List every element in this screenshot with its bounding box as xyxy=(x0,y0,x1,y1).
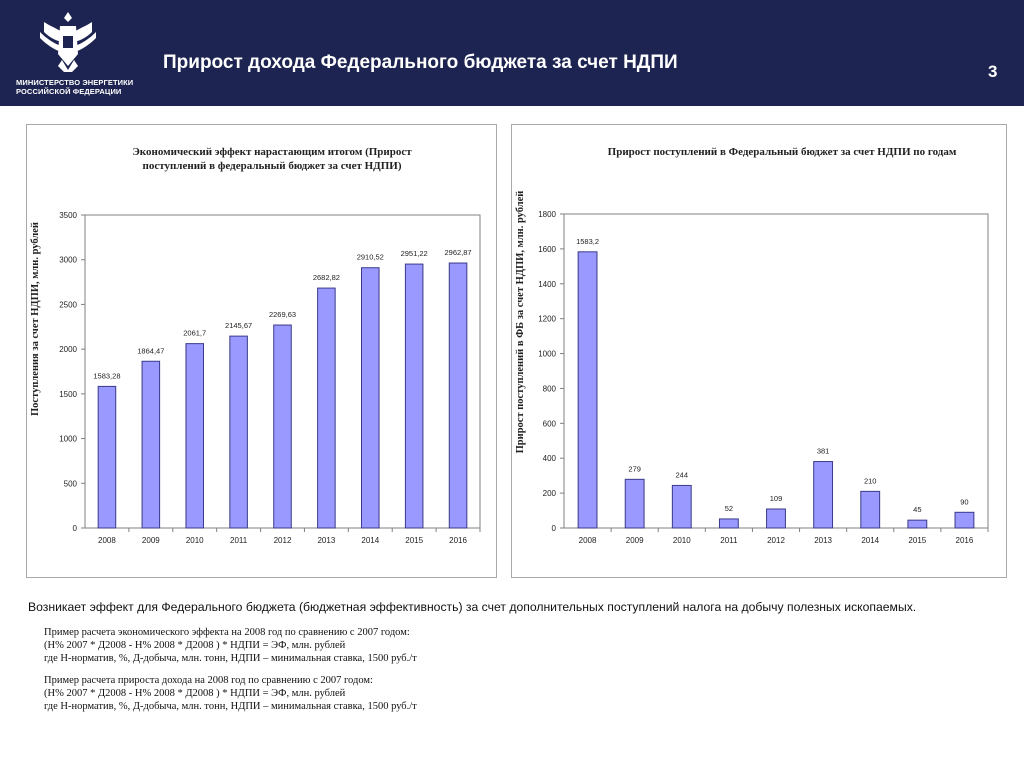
page-number: 3 xyxy=(988,62,998,81)
chart-panel-cumulative: Экономический эффект нарастающим итогом … xyxy=(26,124,497,578)
data-label: 2962,87 xyxy=(444,248,471,257)
bar xyxy=(273,324,292,529)
coat-of-arms-icon xyxy=(40,12,96,72)
y-tick-label: 3000 xyxy=(59,256,77,265)
x-tick-label: 2014 xyxy=(361,536,379,545)
bar xyxy=(860,490,881,529)
ministry-name: МИНИСТЕРСТВО ЭНЕРГЕТИКИ РОССИЙСКОЙ ФЕДЕР… xyxy=(16,78,134,96)
data-label: 1583,2 xyxy=(576,237,599,246)
bar xyxy=(97,385,117,529)
y-tick-label: 1600 xyxy=(538,245,556,254)
x-tick-label: 2014 xyxy=(861,536,879,545)
x-tick-label: 2012 xyxy=(274,536,292,545)
data-label: 279 xyxy=(628,464,641,473)
y-tick-label: 2500 xyxy=(59,300,77,309)
y-tick-label: 1000 xyxy=(538,350,556,359)
bar xyxy=(577,251,598,529)
chart-annual: 0 200 400 600 800 1000 1200 1400 1600 1800 1583,2 2… xyxy=(538,210,989,545)
chart-title: Экономический эффект нарастающим итогом … xyxy=(132,146,412,172)
bar xyxy=(671,484,692,529)
bar xyxy=(907,519,928,529)
y-tick-label: 400 xyxy=(543,454,557,463)
y-tick-label: 2000 xyxy=(59,345,77,354)
data-label: 381 xyxy=(817,447,830,456)
bar xyxy=(317,287,336,529)
formula-expression: (Н% 2007 * Д2008 - Н% 2008 * Д2008 ) * Н… xyxy=(44,688,346,699)
formula-legend: где Н-норматив, %, Д-добыча, млн. тонн, … xyxy=(44,653,417,664)
bar xyxy=(718,518,739,529)
bar xyxy=(766,508,786,529)
page-title: Прирост дохода Федерального бюджета за с… xyxy=(163,52,678,73)
data-label: 2145,67 xyxy=(225,321,252,330)
y-tick-label: 500 xyxy=(64,479,78,488)
x-tick-label: 2010 xyxy=(673,536,691,545)
formula-block-income: Пример расчета прироста дохода на 2008 г… xyxy=(44,674,417,713)
y-tick-label: 1800 xyxy=(538,210,556,219)
formula-block-effect: Пример расчета экономического эффекта на… xyxy=(44,626,417,665)
data-label: 2682,82 xyxy=(313,273,340,282)
x-tick-label: 2008 xyxy=(98,536,116,545)
data-label: 90 xyxy=(960,497,968,506)
data-label: 1583,28 xyxy=(93,371,120,380)
data-label: 244 xyxy=(676,470,689,479)
x-tick-label: 2012 xyxy=(767,536,785,545)
bar xyxy=(229,335,248,529)
bar xyxy=(448,262,468,529)
x-tick-label: 2016 xyxy=(956,536,974,545)
x-tick-label: 2008 xyxy=(579,536,597,545)
y-tick-label: 800 xyxy=(543,384,557,393)
data-label: 109 xyxy=(770,494,783,503)
y-tick-label: 1200 xyxy=(538,315,556,324)
bar xyxy=(404,263,424,529)
x-tick-label: 2009 xyxy=(142,536,160,545)
x-tick-label: 2010 xyxy=(186,536,204,545)
y-tick-label: 200 xyxy=(543,489,557,498)
x-tick-label: 2011 xyxy=(230,536,248,545)
y-tick-label: 600 xyxy=(543,419,557,428)
x-tick-label: 2013 xyxy=(317,536,335,545)
x-tick-label: 2015 xyxy=(405,536,423,545)
y-tick-label: 1400 xyxy=(538,280,556,289)
data-label: 210 xyxy=(864,476,877,485)
chart-title: Прирост поступлений в Федеральный бюджет… xyxy=(607,146,957,158)
chart-cumulative: 0 500 1000 1500 2000 2500 3000 3500 1583,28 2008 1… xyxy=(59,211,481,545)
y-tick-label: 3500 xyxy=(59,211,77,220)
data-label: 2061,7 xyxy=(183,329,206,338)
x-tick-label: 2013 xyxy=(814,536,832,545)
header-bar: МИНИСТЕРСТВО ЭНЕРГЕТИКИ РОССИЙСКОЙ ФЕДЕР… xyxy=(0,0,1024,106)
bar xyxy=(361,267,380,529)
y-tick-label: 0 xyxy=(73,524,78,533)
bar xyxy=(813,461,834,529)
formula-intro: Пример расчета прироста дохода на 2008 г… xyxy=(44,675,373,686)
y-tick-label: 1000 xyxy=(59,435,77,444)
data-label: 45 xyxy=(913,505,921,514)
data-label: 2269,63 xyxy=(269,310,296,319)
data-label: 2951,22 xyxy=(401,249,428,258)
bar xyxy=(954,511,975,529)
bar xyxy=(141,360,161,529)
formula-legend: где Н-норматив, %, Д-добыча, млн. тонн, … xyxy=(44,701,417,712)
effect-description: Возникает эффект для Федерального бюджет… xyxy=(28,600,917,614)
data-label: 2910,52 xyxy=(357,253,384,262)
data-label: 1864,47 xyxy=(137,346,164,355)
plot-area xyxy=(563,213,989,529)
y-tick-label: 1500 xyxy=(59,390,77,399)
formula-intro: Пример расчета экономического эффекта на… xyxy=(44,627,410,638)
data-label: 52 xyxy=(725,504,733,513)
y-tick-label: 0 xyxy=(552,524,557,533)
bar xyxy=(185,343,204,529)
formula-expression: (Н% 2007 * Д2008 - Н% 2008 * Д2008 ) * Н… xyxy=(44,640,346,651)
bar xyxy=(624,478,645,529)
x-tick-label: 2015 xyxy=(908,536,926,545)
x-tick-label: 2016 xyxy=(449,536,467,545)
chart-panel-annual: Прирост поступлений в Федеральный бюджет… xyxy=(511,124,1007,578)
x-tick-label: 2009 xyxy=(626,536,644,545)
x-tick-label: 2011 xyxy=(720,536,738,545)
